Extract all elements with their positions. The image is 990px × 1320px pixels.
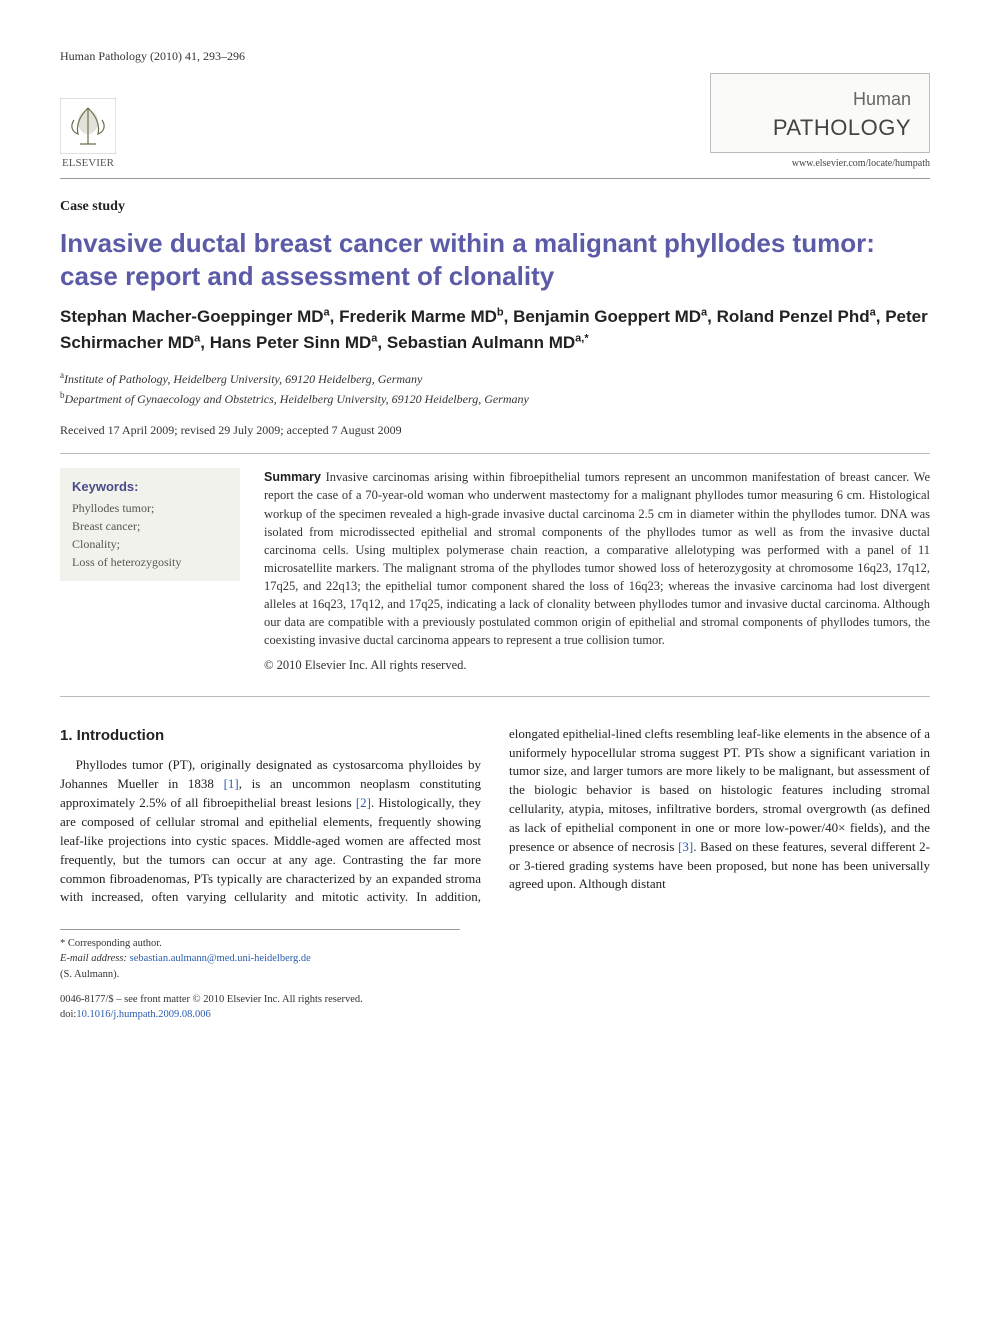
- header-divider: [60, 178, 930, 179]
- doi-label: doi:: [60, 1009, 76, 1020]
- authors-list: Stephan Macher-Goeppinger MDa, Frederik …: [60, 304, 930, 355]
- journal-url[interactable]: www.elsevier.com/locate/humpath: [710, 157, 930, 172]
- summary-heading: Summary: [264, 470, 321, 484]
- ref-link-3[interactable]: [3]: [678, 839, 693, 854]
- elsevier-tree-icon: [60, 98, 116, 154]
- affiliation-line: bDepartment of Gynaecology and Obstetric…: [60, 389, 930, 408]
- keyword-item: Clonality;: [72, 535, 228, 553]
- article-dates: Received 17 April 2009; revised 29 July …: [60, 422, 930, 439]
- keyword-item: Breast cancer;: [72, 517, 228, 535]
- rights-line: 0046-8177/$ – see front matter © 2010 El…: [60, 992, 460, 1007]
- keyword-item: Phyllodes tumor;: [72, 499, 228, 517]
- keywords-heading: Keywords:: [72, 478, 228, 497]
- journal-brand-box: Human PATHOLOGY: [710, 73, 930, 153]
- publisher-logo: ELSEVIER: [60, 98, 116, 172]
- affiliations: aInstitute of Pathology, Heidelberg Univ…: [60, 369, 930, 408]
- ref-link-2[interactable]: [2]: [356, 795, 371, 810]
- author-email[interactable]: sebastian.aulmann@med.uni-heidelberg.de: [130, 953, 311, 964]
- footnote-block: * Corresponding author. E-mail address: …: [60, 929, 460, 1022]
- doi-link[interactable]: 10.1016/j.humpath.2009.08.006: [76, 1009, 210, 1020]
- publisher-name: ELSEVIER: [62, 156, 114, 172]
- email-author-name: (S. Aulmann).: [60, 967, 460, 982]
- keyword-item: Loss of heterozygosity: [72, 553, 228, 571]
- abstract-divider-top: [60, 453, 930, 454]
- journal-name-line2: PATHOLOGY: [729, 112, 911, 144]
- corresponding-author-note: * Corresponding author.: [60, 936, 460, 951]
- summary-copyright: © 2010 Elsevier Inc. All rights reserved…: [264, 656, 930, 674]
- email-label: E-mail address:: [60, 953, 127, 964]
- article-type: Case study: [60, 197, 930, 217]
- article-title: Invasive ductal breast cancer within a m…: [60, 227, 930, 292]
- section-1-para-1: Phyllodes tumor (PT), originally designa…: [60, 725, 930, 908]
- citation-line: Human Pathology (2010) 41, 293–296: [60, 48, 245, 65]
- keywords-box: Keywords: Phyllodes tumor;Breast cancer;…: [60, 468, 240, 581]
- summary-body: Invasive carcinomas arising within fibro…: [264, 470, 930, 647]
- abstract-divider-bottom: [60, 696, 930, 697]
- summary-text: Summary Invasive carcinomas arising with…: [264, 468, 930, 673]
- journal-name-line1: Human: [729, 86, 911, 112]
- ref-link-1[interactable]: [1]: [224, 776, 239, 791]
- section-1-heading: 1. Introduction: [60, 725, 481, 747]
- affiliation-line: aInstitute of Pathology, Heidelberg Univ…: [60, 369, 930, 388]
